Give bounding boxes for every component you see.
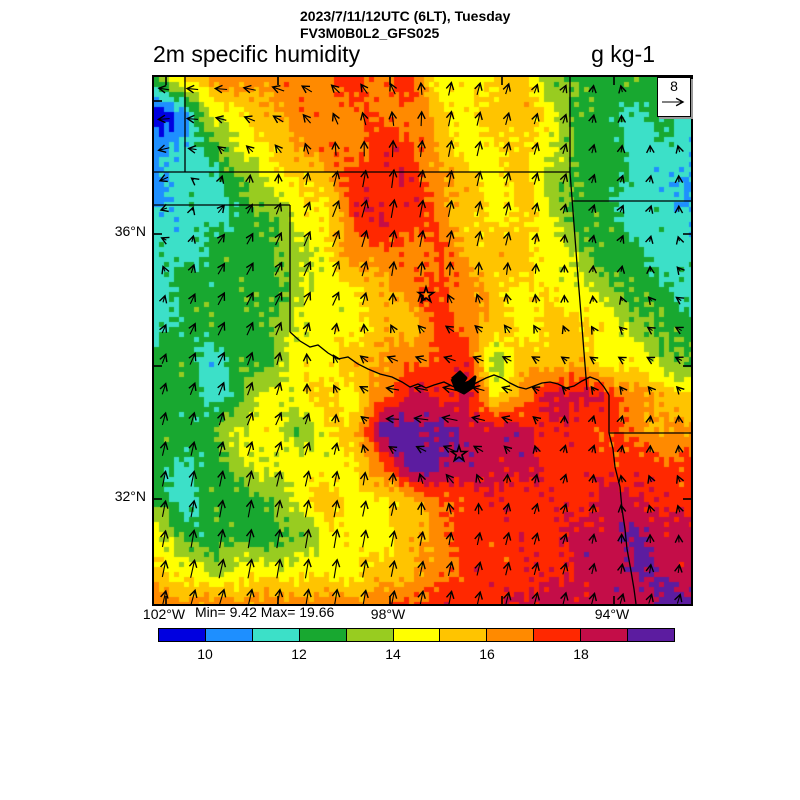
ref-vector-arrow-icon	[662, 97, 685, 107]
plot-title-datetime: 2023/7/11/12UTC (6LT), Tuesday	[300, 8, 511, 24]
star-markers	[415, 284, 470, 463]
axis-ticks	[154, 77, 691, 604]
river-lines	[289, 331, 637, 604]
lon-label: 102°W	[142, 606, 186, 622]
colorbar-segment	[581, 629, 629, 641]
lon-label: 98°W	[370, 606, 406, 622]
wind-arrows	[156, 81, 685, 604]
colorbar-tick-label: 12	[291, 646, 307, 662]
colorbar-segment	[159, 629, 206, 641]
star-marker	[448, 443, 470, 463]
colorbar-segment	[628, 629, 674, 641]
colorbar	[158, 628, 675, 642]
lat-label: 32°N	[114, 488, 146, 504]
colorbar-tick-label: 18	[573, 646, 589, 662]
colorbar-segment	[205, 629, 253, 641]
minmax-label: Min= 9.42 Max= 19.66	[195, 604, 335, 620]
colorbar-segment	[299, 629, 347, 641]
colorbar-segment	[440, 629, 488, 641]
ref-vector-value: 8	[670, 78, 678, 94]
lake-texoma-shape	[450, 370, 477, 395]
map-overlay	[154, 77, 691, 604]
plot-title-block: 2023/7/11/12UTC (6LT), Tuesday FV3M0B0L2_…	[300, 8, 510, 42]
colorbar-tick-label: 16	[479, 646, 495, 662]
colorbar-segment	[534, 629, 582, 641]
humidity-field-canvas	[154, 77, 691, 604]
colorbar-tick-label: 14	[385, 646, 401, 662]
plot-title-model: FV3M0B0L2_GFS025	[300, 25, 440, 41]
units-label: g kg-1	[591, 41, 655, 67]
colorbar-segment	[393, 629, 441, 641]
ref-vector-box: 8	[657, 77, 691, 117]
colorbar-segment	[487, 629, 535, 641]
colorbar-segment	[252, 629, 300, 641]
map-frame: 8	[152, 75, 693, 606]
lon-label: 94°W	[594, 606, 630, 622]
field-title: 2m specific humidity	[153, 41, 361, 67]
state-borders	[154, 77, 691, 434]
star-marker	[415, 284, 437, 304]
colorbar-segment	[346, 629, 394, 641]
lat-label: 36°N	[114, 223, 146, 239]
colorbar-tick-label: 10	[197, 646, 213, 662]
